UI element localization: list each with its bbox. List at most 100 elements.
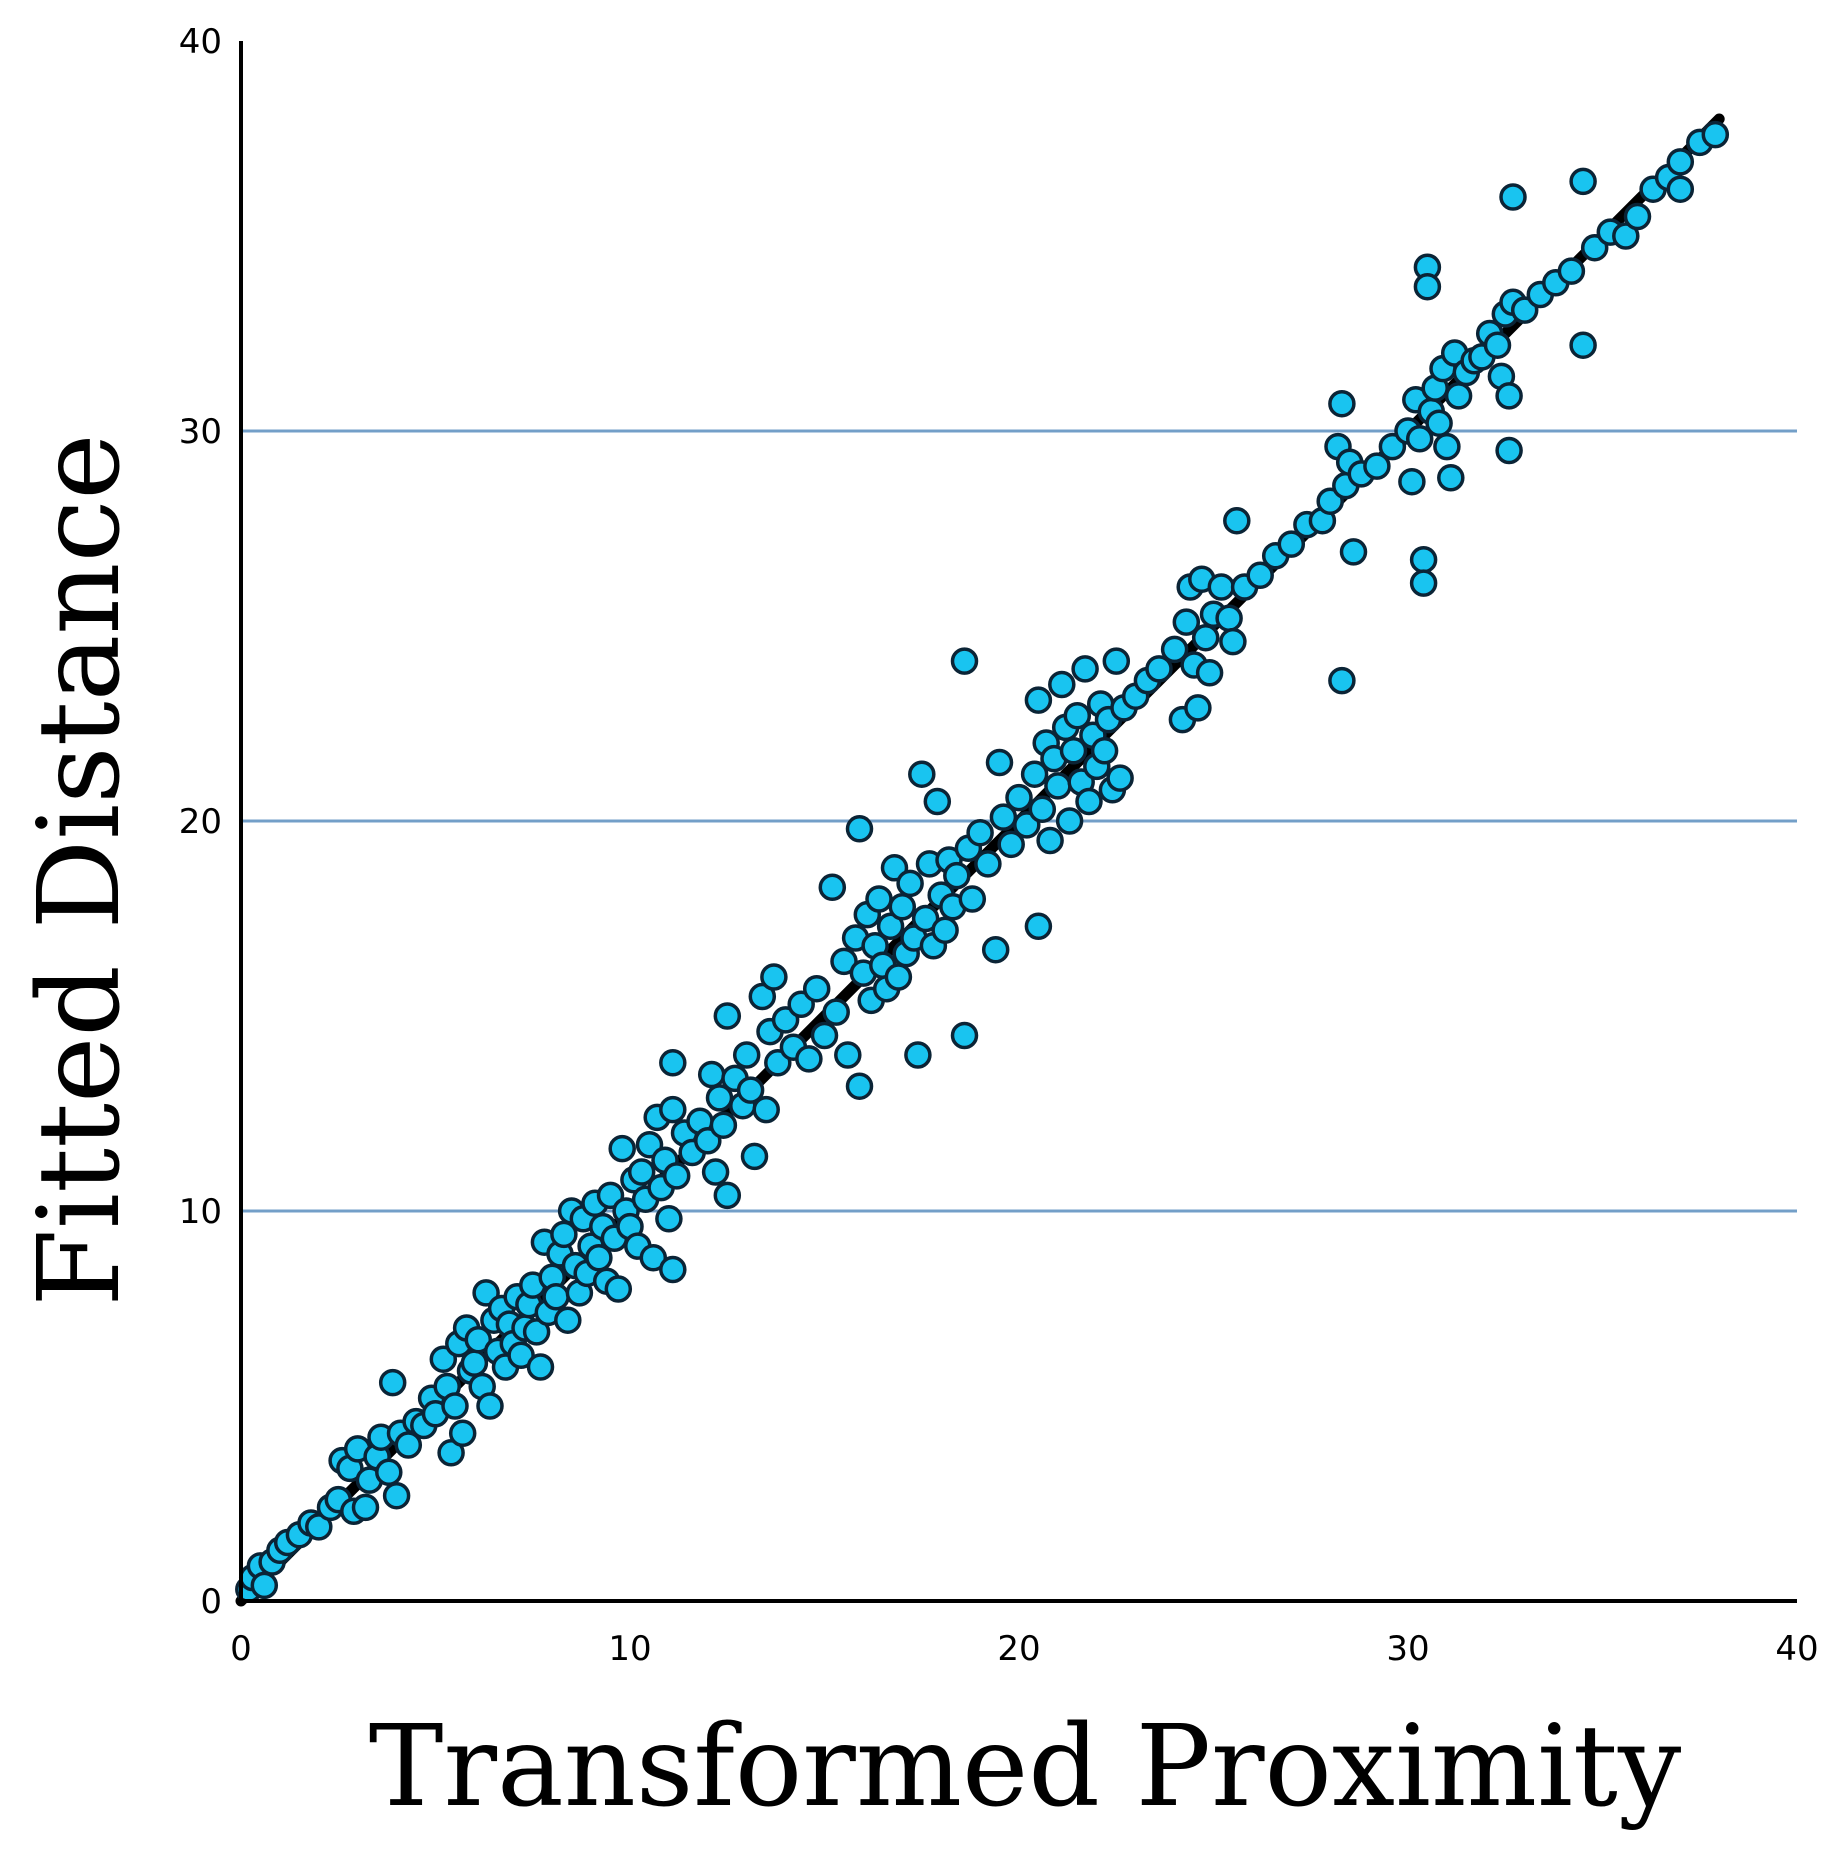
data-point xyxy=(1405,425,1434,453)
data-point xyxy=(1102,647,1131,675)
data-point xyxy=(1059,737,1088,765)
data-point xyxy=(908,760,936,788)
data-point xyxy=(752,1095,780,1124)
data-point xyxy=(1191,623,1220,652)
data-point xyxy=(608,1134,636,1163)
data-point xyxy=(923,787,952,816)
data-point xyxy=(1444,382,1473,410)
x-axis-title: Transformed Proximity xyxy=(369,1702,1681,1832)
data-point xyxy=(448,1419,477,1448)
data-point xyxy=(659,1255,687,1284)
data-point xyxy=(627,1158,656,1186)
data-point xyxy=(655,1205,683,1233)
data-point xyxy=(876,912,905,941)
data-point xyxy=(1184,694,1212,722)
x-tick-label: 20 xyxy=(997,1629,1040,1669)
data-point xyxy=(845,815,874,843)
data-point xyxy=(441,1392,469,1420)
data-point xyxy=(865,885,893,913)
data-point xyxy=(1495,436,1523,465)
data-point xyxy=(1020,760,1049,788)
data-point xyxy=(1569,167,1597,196)
data-point xyxy=(736,1076,765,1104)
data-point xyxy=(943,861,971,890)
data-point xyxy=(659,1049,687,1077)
data-point xyxy=(732,1041,761,1069)
data-point xyxy=(904,1041,932,1069)
data-point xyxy=(1048,670,1076,699)
data-point xyxy=(1557,257,1586,285)
data-point xyxy=(958,885,987,913)
data-point xyxy=(1328,666,1356,695)
data-point xyxy=(1363,452,1391,480)
data-point xyxy=(1409,545,1438,574)
data-point xyxy=(802,974,831,1003)
y-tick-label: 10 xyxy=(179,1192,222,1232)
y-tick-labels: 0 10 20 30 40 xyxy=(179,22,222,1622)
data-point xyxy=(1409,569,1438,597)
data-point xyxy=(911,904,940,933)
data-point xyxy=(981,935,1010,964)
data-point xyxy=(810,1021,839,1050)
data-point xyxy=(1623,202,1652,231)
data-point xyxy=(1666,175,1695,203)
data-point xyxy=(884,963,913,991)
data-point xyxy=(1433,432,1461,461)
data-point xyxy=(437,1439,465,1467)
data-point xyxy=(997,830,1025,859)
data-point xyxy=(974,850,1002,878)
data-point xyxy=(1612,222,1640,250)
data-points xyxy=(235,120,1730,1604)
data-point xyxy=(1071,655,1099,683)
data-point xyxy=(1569,331,1597,359)
data-point xyxy=(1701,120,1730,149)
data-point xyxy=(748,982,777,1011)
data-point xyxy=(1223,506,1251,535)
data-point xyxy=(1106,764,1134,792)
data-point xyxy=(526,1353,555,1381)
data-point xyxy=(740,1142,769,1171)
data-point xyxy=(830,947,858,976)
data-point xyxy=(305,1513,333,1541)
data-point xyxy=(378,1368,407,1397)
data-point xyxy=(250,1571,279,1600)
data-point xyxy=(375,1458,403,1487)
data-point xyxy=(1024,686,1053,714)
data-point xyxy=(1090,737,1119,765)
data-point xyxy=(460,1349,489,1377)
data-point xyxy=(1195,659,1224,687)
data-point xyxy=(662,1162,691,1190)
data-point xyxy=(604,1275,633,1303)
data-point xyxy=(985,748,1014,777)
data-point xyxy=(1036,826,1064,855)
data-point xyxy=(639,1244,668,1272)
data-point xyxy=(585,1244,613,1272)
data-point xyxy=(1005,783,1033,812)
data-point xyxy=(1215,604,1243,632)
y-tick-label: 0 xyxy=(200,1582,222,1622)
data-point xyxy=(950,1021,979,1050)
data-point xyxy=(1219,627,1247,656)
data-point xyxy=(1160,635,1189,664)
data-point xyxy=(1483,331,1512,359)
x-tick-label: 40 xyxy=(1775,1629,1818,1669)
data-point xyxy=(1055,807,1084,835)
data-point xyxy=(1145,655,1173,683)
data-point xyxy=(382,1481,411,1510)
axes xyxy=(239,41,1797,1603)
x-tick-label: 30 xyxy=(1386,1629,1429,1669)
data-point xyxy=(522,1318,551,1346)
x-tick-label: 0 xyxy=(230,1629,252,1669)
data-point xyxy=(1028,795,1057,824)
x-tick-label: 10 xyxy=(608,1629,651,1669)
data-point xyxy=(550,1220,578,1249)
data-point xyxy=(1024,912,1053,941)
data-point xyxy=(1044,772,1072,800)
data-point xyxy=(464,1325,493,1354)
data-point xyxy=(1413,272,1442,301)
data-point xyxy=(834,1041,862,1069)
data-point xyxy=(713,1002,742,1030)
data-point xyxy=(931,916,959,944)
y-axis-title: Fitted Distance xyxy=(15,433,145,1306)
data-point xyxy=(1277,530,1306,558)
